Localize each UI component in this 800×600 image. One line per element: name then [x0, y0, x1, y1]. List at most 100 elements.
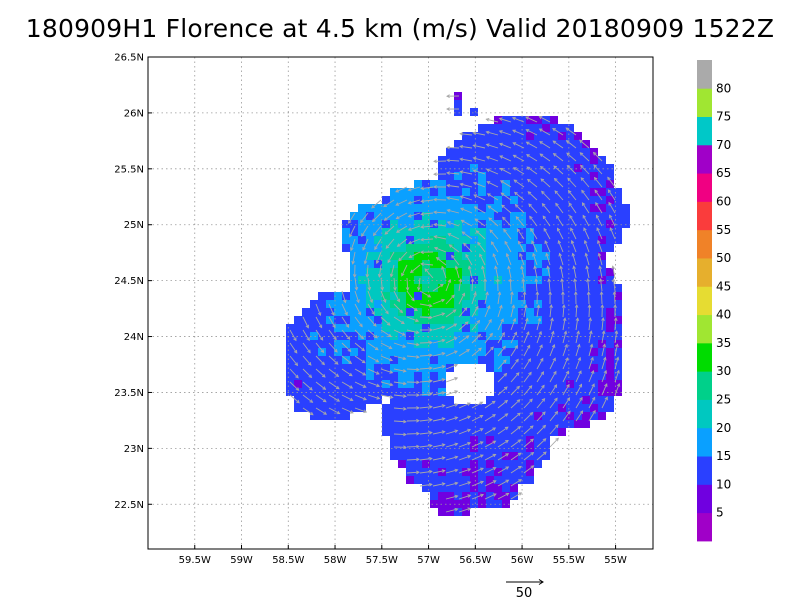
speed-cell: [342, 316, 350, 324]
wind-vector: [612, 278, 616, 292]
wind-vector: [573, 278, 577, 292]
wind-vector: [526, 166, 538, 175]
speed-cell: [502, 428, 510, 436]
speed-cell: [534, 300, 542, 308]
wind-vector: [302, 381, 313, 391]
colorbar-swatch: [697, 484, 712, 514]
wind-vector: [433, 197, 447, 202]
speed-cell: [438, 204, 446, 212]
speed-cell: [494, 428, 502, 436]
speed-cell: [406, 324, 414, 332]
speed-cell: [526, 380, 534, 388]
wind-vector: [553, 177, 564, 188]
speed-cell: [534, 404, 542, 412]
wind-vector: [613, 304, 617, 318]
wind-vector: [433, 185, 447, 189]
speed-cell: [470, 332, 478, 340]
speed-cell: [430, 484, 438, 492]
speed-cell: [318, 340, 326, 348]
speed-cell: [374, 372, 382, 380]
speed-cell: [342, 324, 350, 332]
wind-vector: [315, 316, 323, 329]
speed-cell: [510, 212, 518, 220]
wind-vector: [433, 222, 447, 227]
speed-cell: [486, 196, 494, 204]
speed-cell: [518, 460, 526, 468]
wind-vector: [367, 342, 379, 351]
wind-vector: [536, 424, 547, 435]
speed-cell: [382, 356, 390, 364]
speed-cell: [430, 180, 438, 188]
wind-vector: [328, 329, 337, 341]
speed-cell: [318, 308, 326, 316]
speed-cell: [462, 220, 470, 228]
speed-cell: [526, 156, 534, 164]
speed-cell: [486, 164, 494, 172]
speed-cell: [382, 196, 390, 204]
speed-cell: [470, 444, 478, 452]
speed-cell: [534, 260, 542, 268]
speed-cell: [374, 220, 382, 228]
x-axis-ticks: 59.5W 59W 58.5W 58W 57.5W 57W 56.5W 56W 55.5W 55W: [179, 545, 627, 566]
speed-cell: [430, 260, 438, 268]
speed-cell: [486, 452, 494, 460]
wind-vector: [497, 372, 508, 383]
speed-cell: [334, 308, 342, 316]
speed-cell: [574, 420, 582, 428]
y-tick-label: 26N: [124, 108, 144, 119]
speed-cell: [358, 332, 366, 340]
speed-cell: [478, 300, 486, 308]
speed-cell: [310, 324, 318, 332]
wind-vector: [510, 331, 517, 344]
wind-vector: [419, 418, 433, 422]
colorbar-swatch: [697, 201, 712, 231]
speed-cell: [582, 276, 590, 284]
speed-cell: [486, 404, 494, 412]
wind-vector: [600, 304, 605, 318]
wind-vector: [609, 214, 616, 227]
wind-vector: [446, 221, 460, 227]
speed-cell: [494, 356, 502, 364]
speed-cell: [518, 308, 526, 316]
speed-cell: [566, 372, 574, 380]
speed-cell: [486, 188, 494, 196]
speed-cell: [326, 372, 334, 380]
speed-cell: [494, 372, 502, 380]
x-tick-label: 58.5W: [272, 555, 304, 566]
wind-vector: [354, 329, 364, 340]
speed-cell: [302, 324, 310, 332]
speed-cell: [462, 308, 470, 316]
speed-cell: [470, 196, 478, 204]
speed-cell: [446, 148, 454, 156]
speed-cell: [486, 244, 494, 252]
wind-vector: [463, 242, 473, 253]
speed-cell: [398, 324, 406, 332]
speed-cell: [574, 324, 582, 332]
wind-vector: [367, 303, 375, 316]
speed-cell: [510, 308, 518, 316]
speed-cell: [334, 332, 342, 340]
speed-cell: [286, 388, 294, 396]
wind-vector: [567, 189, 577, 201]
wind-vector: [484, 400, 496, 409]
speed-cell: [422, 364, 430, 372]
wind-vector: [380, 303, 389, 315]
speed-cell: [518, 372, 526, 380]
speed-cell: [438, 452, 446, 460]
speed-cell: [326, 292, 334, 300]
speed-cell: [582, 316, 590, 324]
wind-vector: [539, 165, 551, 175]
speed-cell: [422, 220, 430, 228]
speed-cell: [614, 324, 622, 332]
wind-vector: [586, 291, 591, 305]
speed-cell: [310, 308, 318, 316]
speed-cell: [614, 284, 622, 292]
speed-cell: [470, 276, 478, 284]
speed-cell: [614, 236, 622, 244]
speed-cell: [574, 412, 582, 420]
wind-vector: [531, 240, 538, 253]
speed-cell: [430, 228, 438, 236]
speed-cell: [350, 228, 358, 236]
wind-vector: [500, 192, 512, 201]
wind-vector: [393, 277, 397, 291]
